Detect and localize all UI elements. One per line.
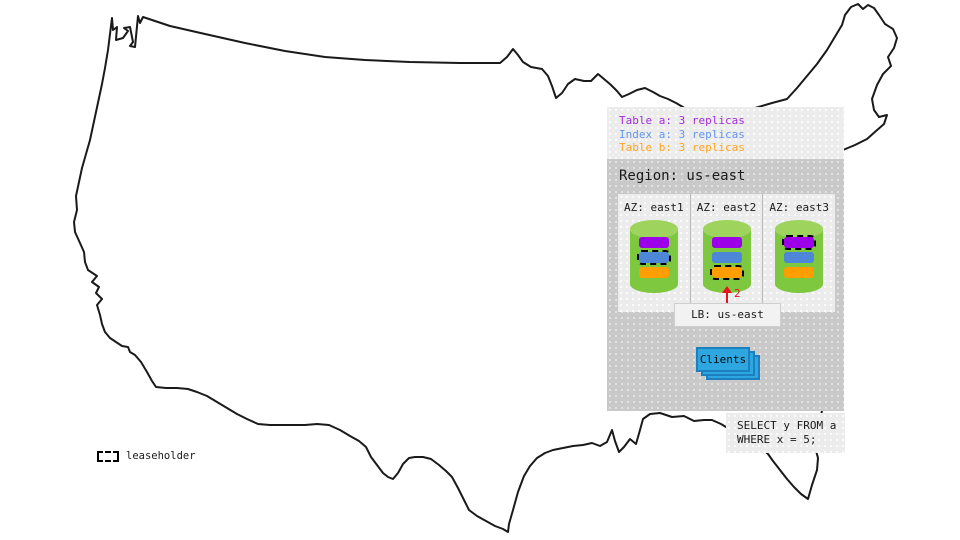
region-box: Region: us-east AZ: east1 AZ: east2 <box>607 159 844 411</box>
az-east3-label: AZ: east3 <box>769 201 829 214</box>
request-arrow-label: 2 <box>734 287 741 300</box>
sql-line-2: WHERE x = 5; <box>737 433 817 446</box>
legend-item-table-b: Table b: 3 replicas <box>619 141 745 154</box>
replica-index-a <box>784 252 815 263</box>
legend-item-table-a: Table a: 3 replicas <box>619 114 745 127</box>
sql-query-box: SELECT y FROM a WHERE x = 5; <box>726 413 845 453</box>
clients-box: Clients <box>696 347 750 372</box>
legend-item-index-a: Index a: 3 replicas <box>619 127 745 141</box>
az-container: AZ: east1 AZ: east2 <box>618 194 835 312</box>
az-east1-label: AZ: east1 <box>624 201 684 214</box>
request-arrow-line <box>726 292 728 304</box>
replica-index-a <box>636 250 671 265</box>
az-east3: AZ: east3 <box>763 194 835 312</box>
leaseholder-key-label: leaseholder <box>126 450 196 462</box>
replica-table-b <box>638 267 669 278</box>
database-cylinder <box>775 220 824 294</box>
load-balancer-box: LB: us-east <box>674 303 781 327</box>
az-east1: AZ: east1 <box>618 194 691 312</box>
az-east2-label: AZ: east2 <box>696 201 757 214</box>
region-panel: Table a: 3 replicas Index a: 3 replicas … <box>607 107 844 411</box>
replica-table-a <box>638 237 669 248</box>
az-east2: AZ: east2 <box>691 194 764 312</box>
database-cylinder <box>629 220 678 294</box>
sql-line-1: SELECT y FROM a <box>737 419 837 432</box>
replica-index-a <box>711 252 742 263</box>
replica-table-b <box>784 267 815 278</box>
request-arrow-icon <box>722 286 732 293</box>
replica-table-b <box>709 265 744 280</box>
database-cylinder <box>702 220 751 294</box>
leaseholder-swatch-icon <box>97 450 119 462</box>
region-title: Region: us-east <box>619 168 746 184</box>
leaseholder-key: leaseholder <box>97 450 196 462</box>
replica-table-a <box>711 237 742 248</box>
replica-legend: Table a: 3 replicas Index a: 3 replicas … <box>607 107 844 159</box>
replica-table-a <box>782 235 817 250</box>
